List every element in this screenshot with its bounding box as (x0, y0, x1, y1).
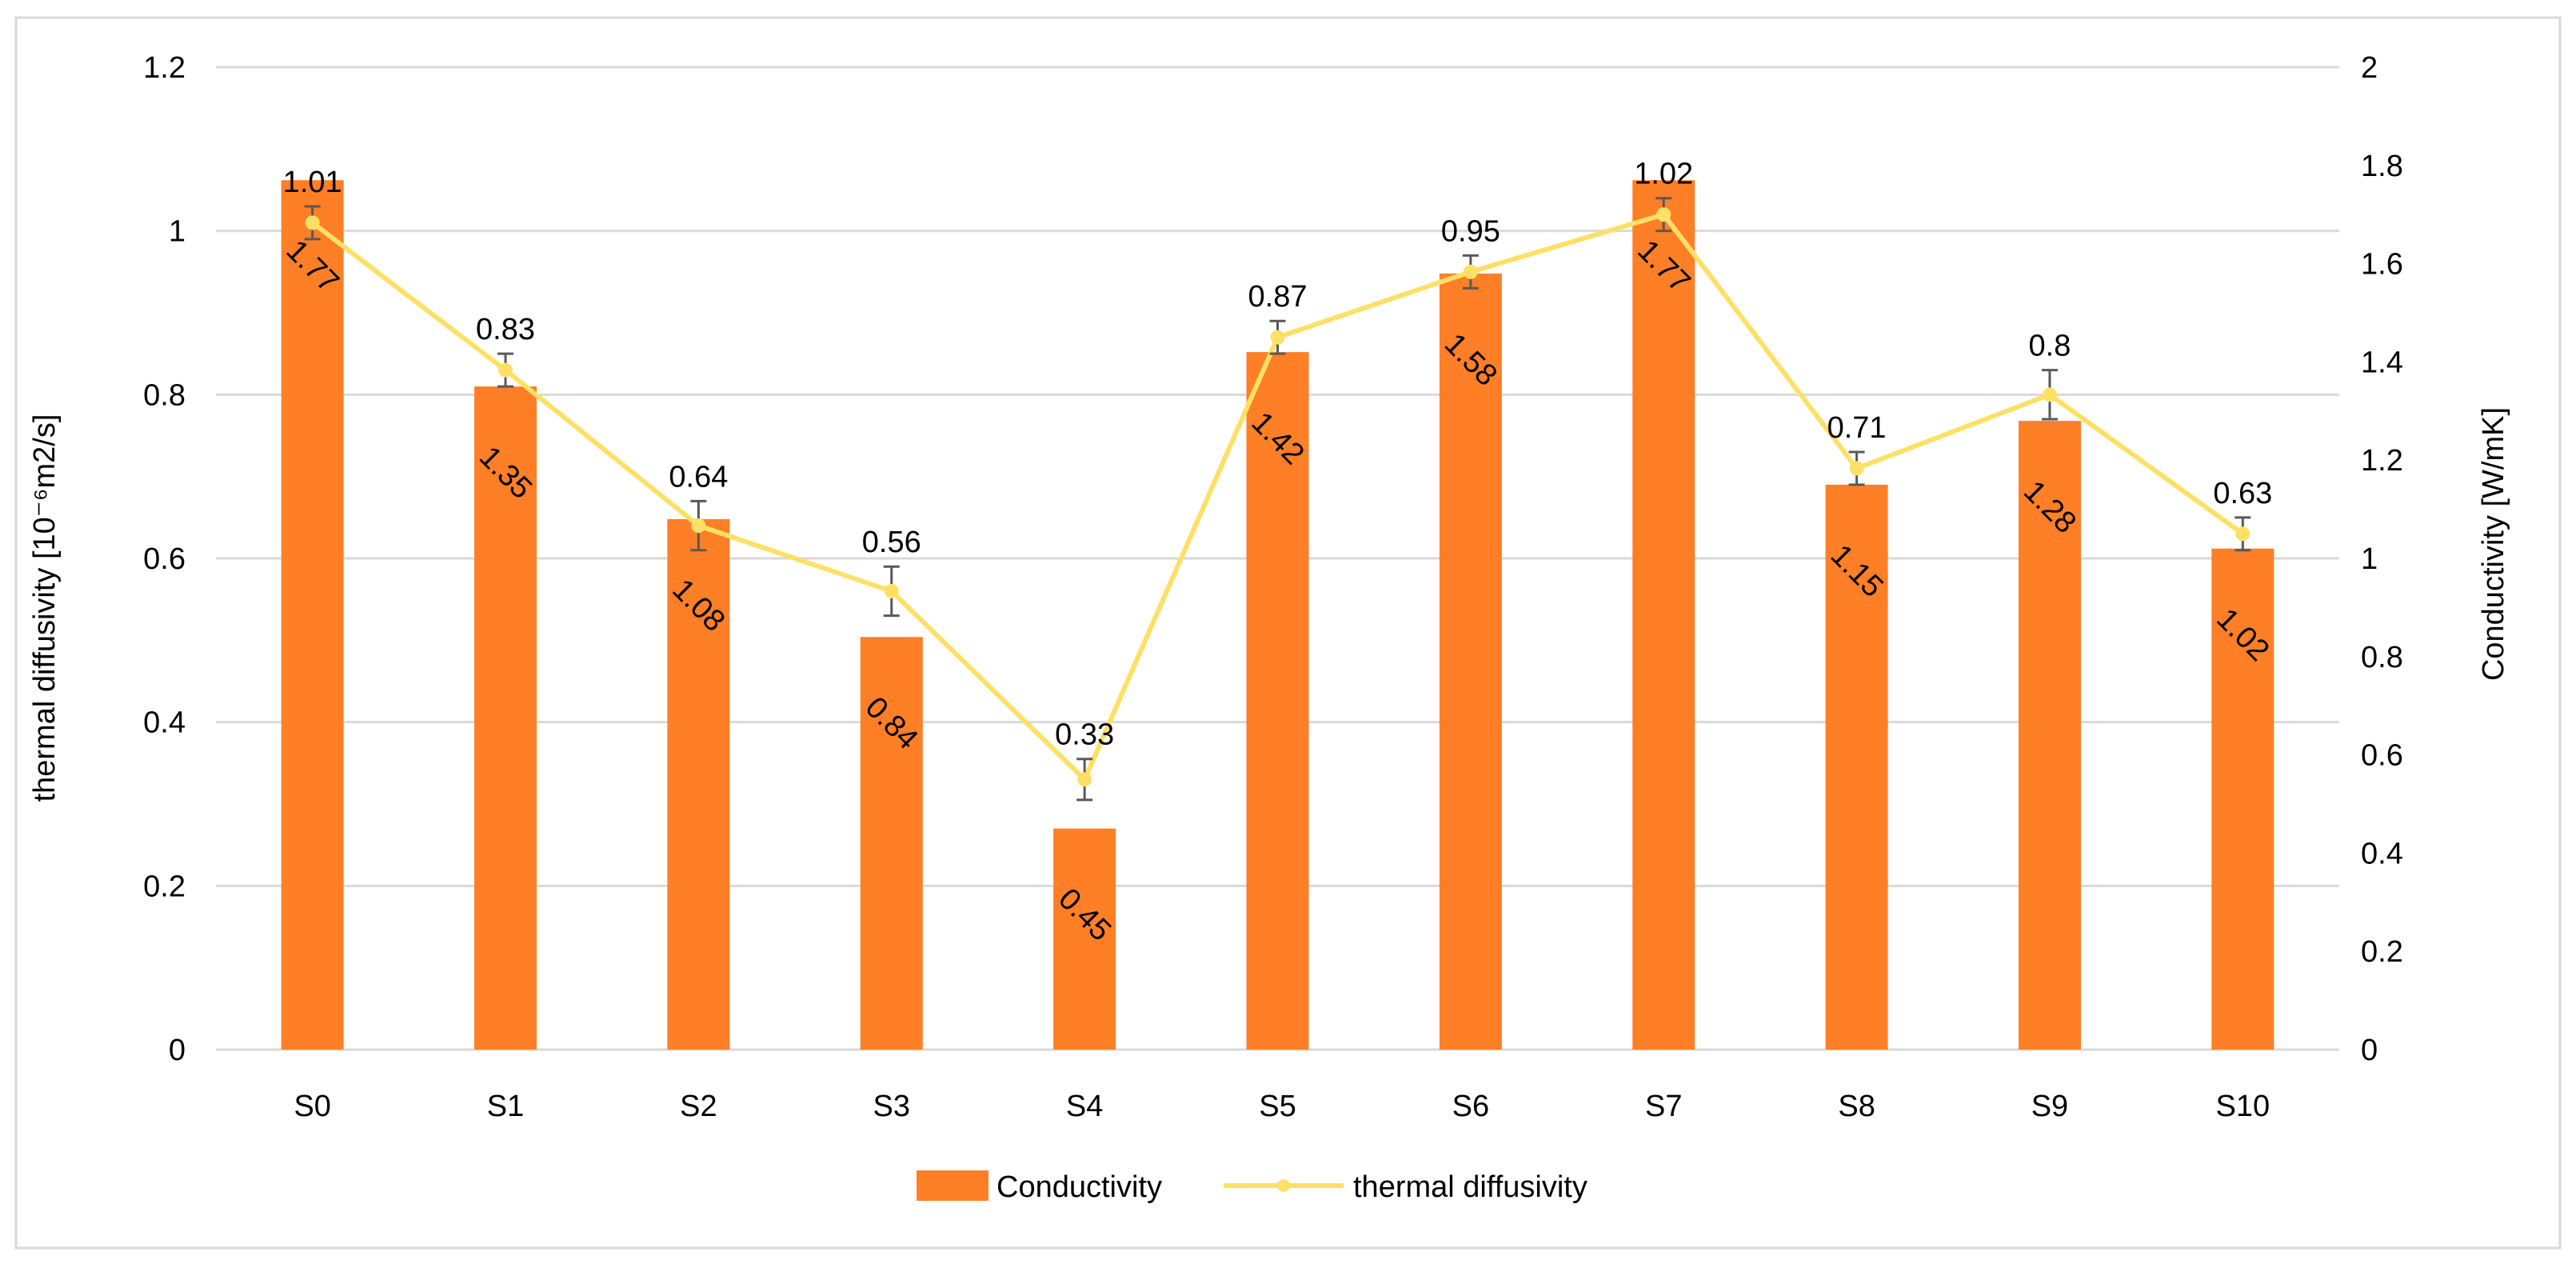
bar-s6 (1439, 273, 1502, 1050)
bar-s1 (474, 386, 537, 1050)
left-tick-label: 0.2 (143, 870, 186, 903)
line-value-label: 0.56 (862, 526, 921, 559)
line-point (1849, 461, 1864, 476)
legend-label-thermal-diffusivity: thermal diffusivity (1353, 1170, 1588, 1204)
category-label: S7 (1645, 1090, 1682, 1123)
line-data-labels: 1.01 0.83 0.64 0.56 0.33 0.87 0.95 1.02 0.71 0.8 0… (283, 158, 2273, 752)
right-tick-label: 1.6 (2361, 248, 2403, 282)
line-point (2235, 526, 2251, 542)
bar-s0 (281, 180, 344, 1050)
line-value-label: 0.95 (1441, 214, 1500, 248)
category-label: S3 (873, 1090, 910, 1123)
category-label: S10 (2216, 1090, 2270, 1123)
legend: Conductivity thermal diffusivity (917, 1170, 1588, 1204)
line-value-label: 1.01 (283, 166, 342, 199)
right-tick-label: 0.4 (2361, 837, 2403, 870)
bar-s7 (1632, 180, 1695, 1050)
right-tick-label: 0.2 (2361, 935, 2403, 969)
category-label: S9 (2031, 1090, 2068, 1123)
right-tick-label: 0.6 (2361, 739, 2403, 773)
right-tick-label: 1 (2361, 542, 2378, 576)
left-axis: 0 0.2 0.4 0.6 0.8 1 1.2 (143, 51, 186, 1067)
bar-s9 (2018, 421, 2081, 1050)
left-axis-title: thermal diffusivity [10⁻⁶m2/s] (28, 414, 62, 802)
line-value-label: 0.63 (2213, 477, 2272, 510)
bar-s3 (860, 637, 923, 1050)
category-label: S5 (1259, 1090, 1296, 1123)
bar-s10 (2211, 548, 2274, 1050)
line-point (2042, 387, 2057, 402)
right-tick-label: 1.4 (2361, 346, 2403, 379)
right-tick-label: 0 (2361, 1034, 2378, 1067)
bar-s2 (667, 518, 730, 1050)
bar-s4 (1053, 828, 1116, 1050)
right-tick-label: 1.2 (2361, 444, 2403, 478)
right-axis: 0 0.2 0.4 0.6 0.8 1 1.2 1.4 1.6 1.8 2 (2361, 51, 2403, 1067)
right-axis-title: Conductivity [W/mK] (2477, 407, 2510, 681)
line-point (691, 518, 706, 534)
line-point (1463, 264, 1478, 279)
legend-label-conductivity: Conductivity (996, 1170, 1162, 1204)
line-point (305, 215, 320, 230)
category-axis: S0 S1 S2 S3 S4 S5 S6 S7 S8 S9 S10 (294, 1090, 2270, 1123)
category-label: S2 (680, 1090, 717, 1123)
right-tick-label: 2 (2361, 51, 2378, 85)
legend-swatch-marker (1277, 1179, 1290, 1192)
line-value-label: 0.33 (1055, 718, 1114, 752)
left-tick-label: 0.4 (143, 706, 186, 740)
line-value-label: 1.02 (1634, 158, 1693, 191)
bar-s8 (1825, 484, 1888, 1050)
line-value-label: 0.87 (1248, 280, 1308, 314)
category-label: S8 (1838, 1090, 1875, 1123)
left-tick-label: 0.8 (143, 378, 186, 412)
line-point (498, 362, 513, 378)
line-point (884, 583, 899, 598)
category-label: S4 (1066, 1090, 1103, 1123)
category-label: S6 (1452, 1090, 1489, 1123)
left-tick-label: 0 (169, 1034, 186, 1067)
left-tick-label: 0.6 (143, 542, 186, 576)
category-label: S1 (487, 1090, 524, 1123)
line-point (1656, 207, 1671, 222)
legend-swatch-conductivity (917, 1170, 988, 1201)
left-tick-label: 1.2 (143, 51, 186, 85)
right-tick-label: 1.8 (2361, 150, 2403, 183)
line-point (1270, 330, 1285, 345)
category-label: S0 (294, 1090, 330, 1123)
line-value-label: 0.71 (1827, 411, 1887, 445)
line-value-label: 0.64 (669, 460, 728, 494)
bar-series (281, 180, 2274, 1050)
bar-s5 (1246, 352, 1309, 1050)
left-tick-label: 1 (169, 215, 186, 249)
right-tick-label: 0.8 (2361, 641, 2403, 674)
line-series (304, 197, 2251, 802)
line-value-label: 0.83 (476, 313, 535, 346)
line-value-label: 0.8 (2029, 330, 2071, 363)
line-point (1077, 772, 1092, 787)
